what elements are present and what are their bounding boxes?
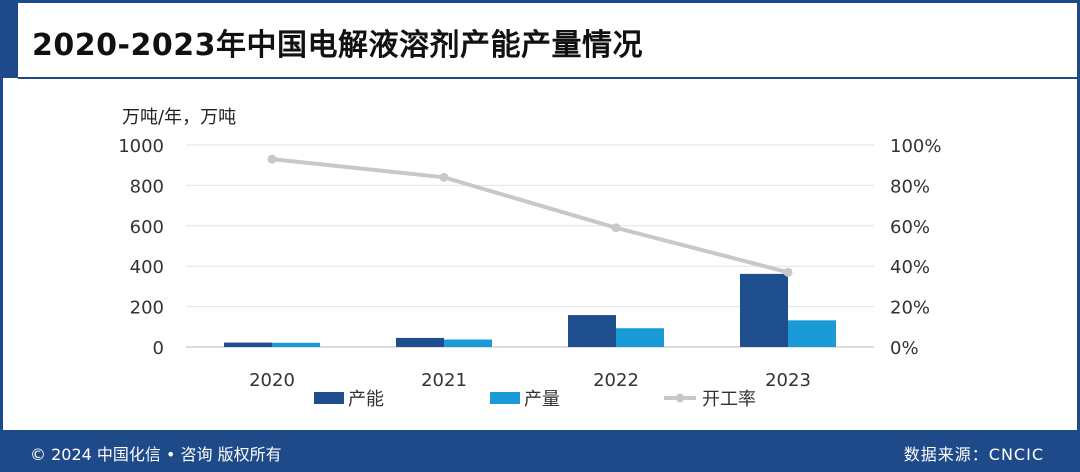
legend-swatch-output bbox=[490, 392, 520, 404]
legend-marker-rate bbox=[675, 393, 685, 403]
line-point bbox=[267, 154, 277, 164]
bar-output bbox=[616, 328, 664, 347]
y-tick-label: 1000 bbox=[118, 136, 164, 157]
line-point bbox=[439, 172, 449, 182]
bar-output bbox=[444, 339, 492, 347]
footer-source: 数据来源：CNCIC bbox=[903, 445, 1044, 464]
x-tick-label: 2023 bbox=[765, 370, 811, 391]
y-tick-label: 0 bbox=[153, 338, 164, 359]
legend-label-rate: 开工率 bbox=[702, 389, 756, 410]
y2-tick-label: 40% bbox=[890, 257, 930, 278]
bar-capacity bbox=[568, 315, 616, 347]
y-axis-unit-label: 万吨/年，万吨 bbox=[122, 107, 237, 128]
bar-capacity bbox=[224, 342, 272, 347]
y2-tick-label: 20% bbox=[890, 298, 930, 319]
chart-svg: 0 200 400 600 800 1000 0% 20% 40% 60% 80% 100% 2020 2… bbox=[118, 136, 941, 410]
line-point bbox=[611, 223, 621, 233]
legend-label-capacity: 产能 bbox=[348, 389, 384, 410]
x-tick-label: 2021 bbox=[421, 370, 467, 391]
y2-tick-label: 100% bbox=[890, 136, 941, 157]
legend-swatch-capacity bbox=[314, 392, 344, 404]
legend-label-output: 产量 bbox=[524, 389, 560, 410]
bar-capacity bbox=[396, 337, 444, 347]
footer-bar: © 2024 中国化信 • 咨询 版权所有 数据来源：CNCIC bbox=[0, 430, 1080, 472]
y2-tick-label: 60% bbox=[890, 217, 930, 238]
line-operating-rate bbox=[271, 157, 789, 275]
y-tick-label: 200 bbox=[130, 298, 164, 319]
y-tick-label: 400 bbox=[130, 257, 164, 278]
bar-output bbox=[788, 320, 836, 347]
bar-output bbox=[272, 342, 320, 347]
y-tick-label: 800 bbox=[130, 176, 164, 197]
chart-title: 2020-2023年中国电解液溶剂产能产量情况 bbox=[32, 28, 643, 63]
title-accent-bar bbox=[0, 0, 18, 78]
y2-tick-label: 80% bbox=[890, 176, 930, 197]
y-tick-label: 600 bbox=[130, 217, 164, 238]
y2-tick-label: 0% bbox=[890, 338, 919, 359]
title-divider bbox=[18, 77, 1080, 79]
x-tick-label: 2022 bbox=[593, 370, 639, 391]
footer-copyright: © 2024 中国化信 • 咨询 版权所有 bbox=[30, 445, 282, 464]
line-point bbox=[783, 267, 793, 277]
x-tick-label: 2020 bbox=[249, 370, 295, 391]
bar-capacity bbox=[740, 273, 788, 347]
